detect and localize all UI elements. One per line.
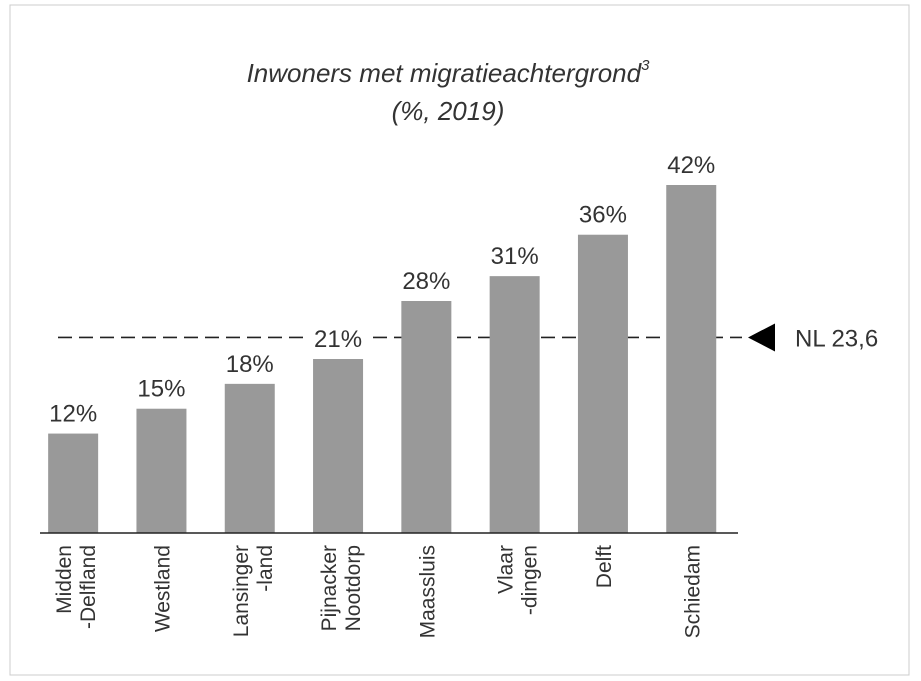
bar xyxy=(313,359,364,533)
value-label: 31% xyxy=(491,243,539,270)
x-tick-label-line: Pijnacker xyxy=(318,545,341,631)
value-label-bg xyxy=(127,372,196,403)
x-tick-label-line: -land xyxy=(254,545,277,592)
x-tick-label: Lansinger-land xyxy=(230,545,277,637)
x-tick-label-line: Vlaar xyxy=(495,545,518,594)
x-tick-label: Maassluis xyxy=(416,545,439,638)
reference-label: NL 23,6 xyxy=(795,325,878,352)
value-label: 18% xyxy=(226,351,274,378)
title-text: Inwoners met migratieachtergrond xyxy=(247,58,643,88)
bar xyxy=(489,276,540,533)
reference-arrow xyxy=(748,323,775,352)
bar xyxy=(401,301,452,533)
x-tick-label-line: Westland xyxy=(151,545,174,632)
x-tick-label-line: Schiedam xyxy=(681,545,704,638)
chart-subtitle: (%, 2019) xyxy=(392,96,505,126)
value-label-bg xyxy=(392,265,461,295)
value-label: 42% xyxy=(667,152,715,179)
x-tick-label: Delft xyxy=(593,545,616,588)
x-tick-label-line: Midden xyxy=(53,545,76,614)
x-tick-label: Midden-Delfland xyxy=(53,545,100,629)
value-label-bg xyxy=(304,323,373,353)
x-tick-label-line: Nootdorp xyxy=(342,545,365,631)
bar xyxy=(136,408,187,533)
x-tick-label-line: -Delfland xyxy=(77,545,100,629)
value-label-bg xyxy=(657,149,726,179)
bar xyxy=(666,185,717,533)
value-label-bg xyxy=(39,397,108,428)
x-tick-label-line: Lansinger xyxy=(230,545,253,637)
x-tick-label-line: Delft xyxy=(593,545,616,588)
bar xyxy=(577,234,628,533)
value-label: 12% xyxy=(49,401,97,428)
x-tick-label: PijnackerNootdorp xyxy=(318,545,365,631)
value-label-bg xyxy=(480,240,549,271)
x-tick-label: Schiedam xyxy=(681,545,704,638)
value-label-bg xyxy=(215,347,284,378)
bar xyxy=(48,433,99,533)
value-label: 21% xyxy=(314,326,362,353)
value-label: 28% xyxy=(402,268,450,295)
value-label: 36% xyxy=(579,202,627,229)
bar xyxy=(224,383,275,533)
title-superscript: 3 xyxy=(641,57,650,74)
value-label-bg xyxy=(568,198,637,229)
value-label: 15% xyxy=(137,376,185,403)
x-tick-label: Westland xyxy=(151,545,174,632)
chart-title: Inwoners met migratieachtergrond3 xyxy=(247,57,651,88)
x-tick-label-line: -dingen xyxy=(519,545,542,615)
x-tick-label: Vlaar-dingen xyxy=(495,545,542,615)
x-tick-label-line: Maassluis xyxy=(416,545,439,638)
